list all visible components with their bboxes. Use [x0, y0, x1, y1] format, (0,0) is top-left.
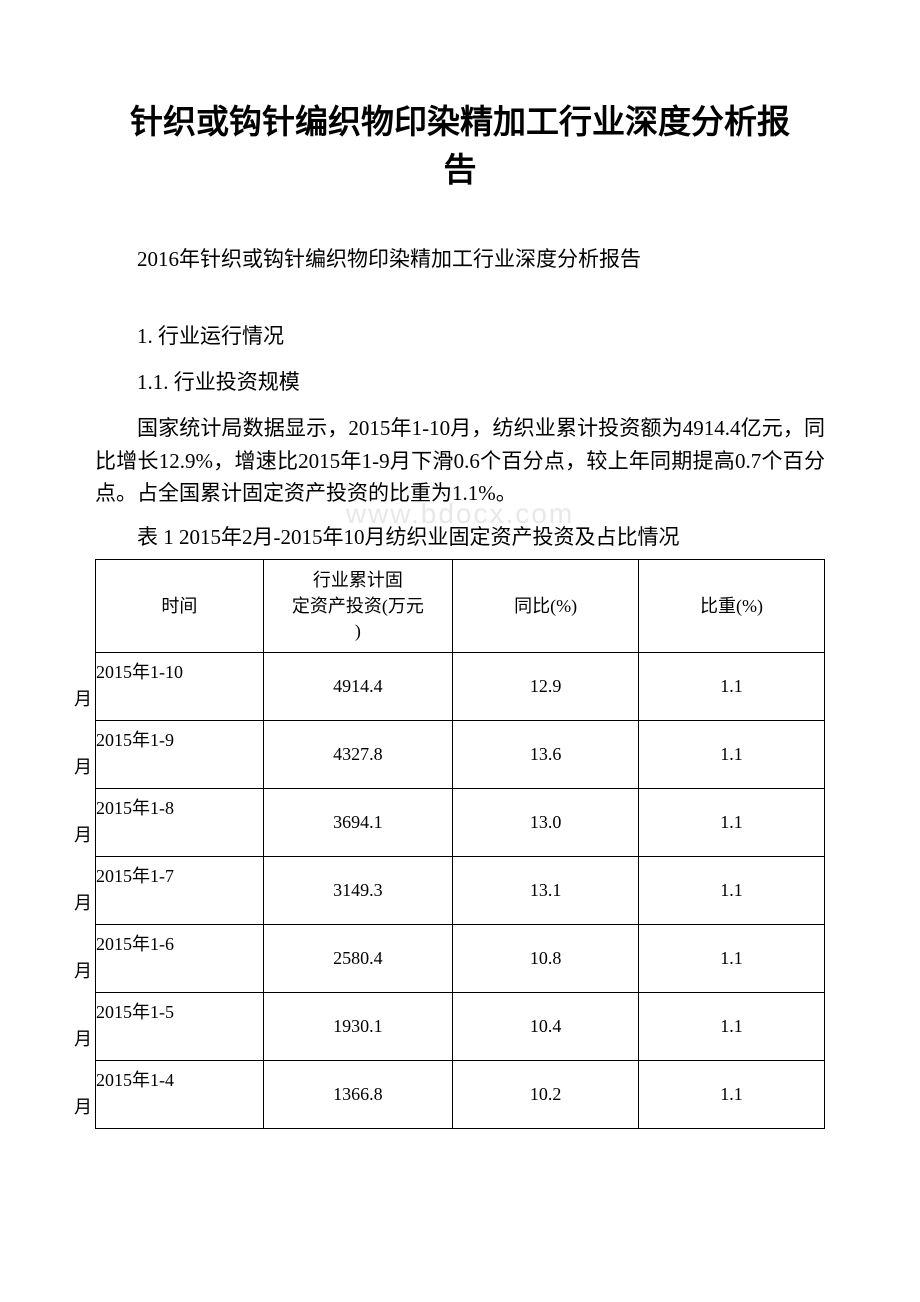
cell-investment: 1930.1: [263, 992, 453, 1060]
cell-ratio: 1.1: [639, 992, 825, 1060]
header-investment-line1: 行业累计固: [313, 570, 403, 590]
header-yoy: 同比(%): [453, 560, 639, 653]
cell-investment: 4327.8: [263, 720, 453, 788]
section-1-1-heading: 1.1. 行业投资规模: [95, 367, 825, 399]
cell-investment: 1366.8: [263, 1060, 453, 1128]
time-line2: 月: [74, 822, 263, 850]
time-line2: 月: [74, 754, 263, 782]
header-time: 时间: [96, 560, 264, 653]
cell-time: 2015年1-7 月: [96, 856, 264, 924]
cell-investment: 3694.1: [263, 788, 453, 856]
cell-time: 2015年1-8 月: [96, 788, 264, 856]
table-row: 2015年1-6 月 2580.4 10.8 1.1: [96, 924, 825, 992]
document-title: 针织或钩针编织物印染精加工行业深度分析报 告: [95, 100, 825, 196]
title-line-1: 针织或钩针编织物印染精加工行业深度分析报: [130, 105, 790, 141]
time-line2: 月: [74, 890, 263, 918]
time-line1: 2015年1-8: [96, 798, 174, 818]
time-line2: 月: [74, 1026, 263, 1054]
cell-yoy: 13.1: [453, 856, 639, 924]
header-ratio: 比重(%): [639, 560, 825, 653]
body-paragraph: 国家统计局数据显示，2015年1-10月，纺织业累计投资额为4914.4亿元，同…: [95, 412, 825, 510]
time-line1: 2015年1-6: [96, 934, 174, 954]
cell-ratio: 1.1: [639, 788, 825, 856]
cell-time: 2015年1-9 月: [96, 720, 264, 788]
time-line2: 月: [74, 958, 263, 986]
cell-yoy: 10.4: [453, 992, 639, 1060]
time-line2: 月: [74, 1094, 263, 1122]
time-line2: 月: [74, 686, 263, 714]
table-row: 2015年1-7 月 3149.3 13.1 1.1: [96, 856, 825, 924]
table-row: 2015年1-4 月 1366.8 10.2 1.1: [96, 1060, 825, 1128]
table-row: 2015年1-5 月 1930.1 10.4 1.1: [96, 992, 825, 1060]
table-row: 2015年1-10 月 4914.4 12.9 1.1: [96, 652, 825, 720]
cell-investment: 4914.4: [263, 652, 453, 720]
time-line1: 2015年1-10: [96, 662, 183, 682]
cell-ratio: 1.1: [639, 1060, 825, 1128]
header-investment-line2: 定资产投资(万元: [292, 596, 424, 616]
cell-ratio: 1.1: [639, 720, 825, 788]
cell-time: 2015年1-10 月: [96, 652, 264, 720]
cell-yoy: 10.2: [453, 1060, 639, 1128]
table-header-row: 时间 行业累计固 定资产投资(万元 ) 同比(%) 比重(%): [96, 560, 825, 653]
cell-yoy: 13.6: [453, 720, 639, 788]
cell-yoy: 10.8: [453, 924, 639, 992]
time-line1: 2015年1-5: [96, 1002, 174, 1022]
table-wrapper: 表 1 2015年2月-2015年10月纺织业固定资产投资及占比情况 www.b…: [95, 522, 825, 1129]
title-line-2: 告: [444, 153, 477, 189]
table-row: 2015年1-8 月 3694.1 13.0 1.1: [96, 788, 825, 856]
cell-ratio: 1.1: [639, 652, 825, 720]
table-caption: 表 1 2015年2月-2015年10月纺织业固定资产投资及占比情况: [95, 522, 825, 554]
cell-investment: 2580.4: [263, 924, 453, 992]
cell-time: 2015年1-4 月: [96, 1060, 264, 1128]
investment-table: 时间 行业累计固 定资产投资(万元 ) 同比(%) 比重(%) 2015年1-1…: [95, 559, 825, 1129]
document-subtitle: 2016年针织或钩针编织物印染精加工行业深度分析报告: [95, 244, 825, 276]
table-row: 2015年1-9 月 4327.8 13.6 1.1: [96, 720, 825, 788]
header-investment-line3: ): [355, 621, 361, 641]
header-investment: 行业累计固 定资产投资(万元 ): [263, 560, 453, 653]
cell-yoy: 12.9: [453, 652, 639, 720]
cell-yoy: 13.0: [453, 788, 639, 856]
cell-investment: 3149.3: [263, 856, 453, 924]
section-1-heading: 1. 行业运行情况: [95, 321, 825, 353]
cell-time: 2015年1-5 月: [96, 992, 264, 1060]
cell-ratio: 1.1: [639, 856, 825, 924]
cell-ratio: 1.1: [639, 924, 825, 992]
time-line1: 2015年1-9: [96, 730, 174, 750]
time-line1: 2015年1-7: [96, 866, 174, 886]
time-line1: 2015年1-4: [96, 1070, 174, 1090]
cell-time: 2015年1-6 月: [96, 924, 264, 992]
